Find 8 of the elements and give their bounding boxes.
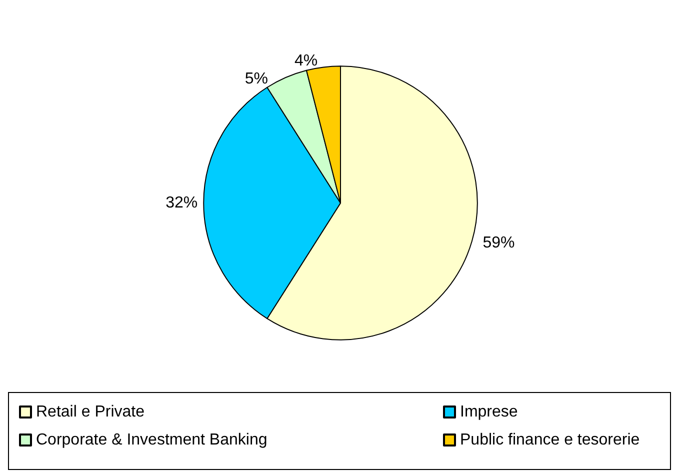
data-label: 32% [166, 194, 198, 212]
legend-label: Corporate & Investment Banking [36, 432, 268, 448]
data-label: 4% [294, 52, 318, 70]
legend-label: Retail e Private [36, 404, 145, 420]
legend-label: Imprese [460, 404, 518, 420]
legend-label: Public finance e tesorerie [460, 432, 640, 448]
data-label: 5% [244, 70, 268, 88]
data-label: 59% [482, 234, 515, 252]
